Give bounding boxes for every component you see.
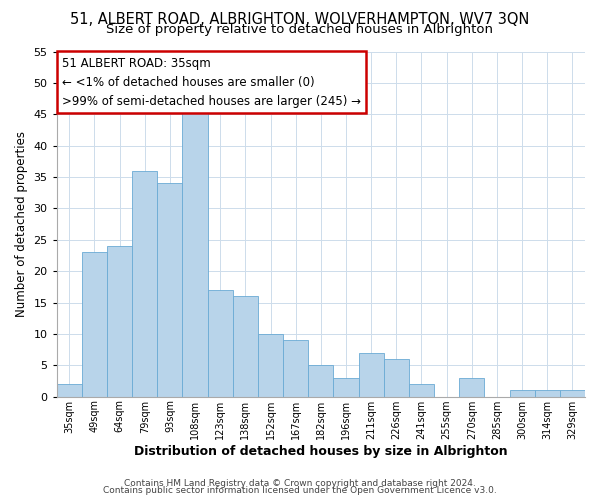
Text: 51 ALBERT ROAD: 35sqm
← <1% of detached houses are smaller (0)
>99% of semi-deta: 51 ALBERT ROAD: 35sqm ← <1% of detached … (62, 56, 361, 108)
Bar (334, 378, 359, 396)
Bar (82, 252, 107, 396)
Bar (258, 334, 283, 396)
Text: Size of property relative to detached houses in Albrighton: Size of property relative to detached ho… (107, 22, 493, 36)
Bar (157, 184, 182, 396)
Bar (560, 390, 585, 396)
Bar (359, 352, 384, 397)
Bar (283, 340, 308, 396)
Bar (308, 366, 334, 396)
Bar (384, 359, 409, 397)
X-axis label: Distribution of detached houses by size in Albrighton: Distribution of detached houses by size … (134, 444, 508, 458)
Text: Contains public sector information licensed under the Open Government Licence v3: Contains public sector information licen… (103, 486, 497, 495)
Y-axis label: Number of detached properties: Number of detached properties (15, 131, 28, 317)
Bar (233, 296, 258, 396)
Text: Contains HM Land Registry data © Crown copyright and database right 2024.: Contains HM Land Registry data © Crown c… (124, 478, 476, 488)
Bar (409, 384, 434, 396)
Bar (459, 378, 484, 396)
Text: 51, ALBERT ROAD, ALBRIGHTON, WOLVERHAMPTON, WV7 3QN: 51, ALBERT ROAD, ALBRIGHTON, WOLVERHAMPT… (70, 12, 530, 28)
Bar (535, 390, 560, 396)
Bar (182, 108, 208, 397)
Bar (509, 390, 535, 396)
Bar (208, 290, 233, 397)
Bar (107, 246, 132, 396)
Bar (132, 170, 157, 396)
Bar (57, 384, 82, 396)
